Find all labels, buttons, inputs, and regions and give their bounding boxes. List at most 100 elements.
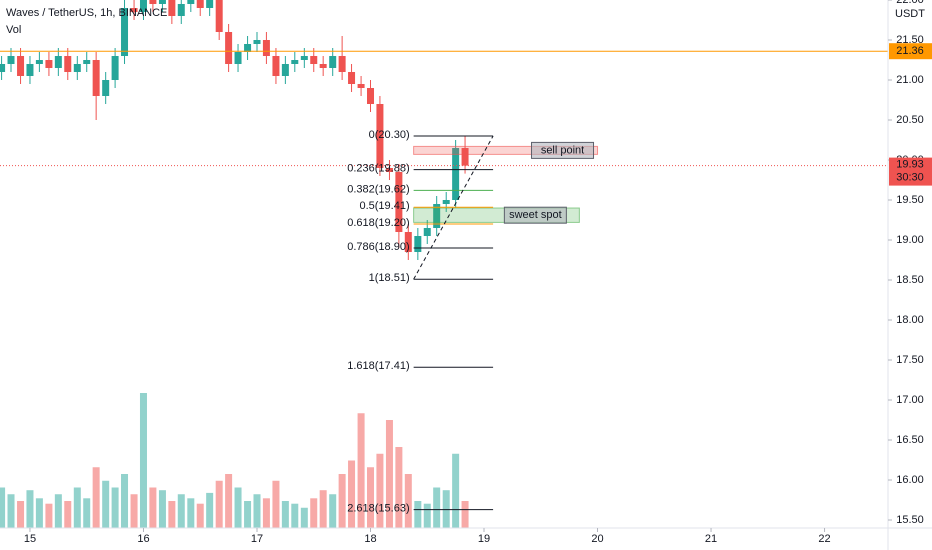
candle-body — [158, 0, 166, 4]
volume-bar — [262, 498, 270, 528]
horizontal-line-tag — [889, 43, 932, 60]
zone-label: sell point — [541, 144, 584, 156]
volume-bar — [17, 501, 25, 528]
volume-bar — [7, 494, 15, 528]
y-tick-label: 19.50 — [896, 194, 924, 206]
fib-label: 0.618(19.20) — [347, 217, 409, 229]
volume-bar — [54, 494, 62, 528]
volume-label: Vol — [6, 24, 21, 36]
candle-body — [92, 60, 100, 96]
y-tick-label: 17.50 — [896, 354, 924, 366]
candle-body — [139, 0, 147, 12]
fib-label: 1(18.51) — [369, 272, 410, 284]
volume-bar — [281, 501, 289, 528]
volume-bar — [291, 503, 299, 528]
candle-body — [64, 56, 72, 72]
candle-body — [130, 8, 138, 12]
y-tick-label: 15.50 — [896, 514, 924, 526]
volume-bar — [158, 490, 166, 528]
candle-body — [300, 56, 308, 60]
volume-bar — [215, 480, 223, 528]
candle-body — [319, 64, 327, 68]
zone — [413, 145, 599, 155]
fib-label: 2.618(15.63) — [347, 503, 409, 515]
zone-label-box — [503, 206, 567, 224]
candle-body — [253, 40, 261, 44]
horizontal-line-label: 21.36 — [896, 45, 924, 57]
fib-label: 0.382(19.62) — [347, 183, 409, 195]
price-tag — [889, 157, 932, 186]
volume-bar — [300, 507, 308, 528]
candle-body — [196, 0, 204, 8]
volume-bar — [0, 487, 6, 528]
fib-label: 0.5(19.41) — [359, 200, 409, 212]
candle-body — [376, 104, 384, 168]
x-tick-label: 15 — [24, 533, 36, 545]
candle-body — [206, 0, 214, 8]
x-tick-label: 17 — [251, 533, 263, 545]
fib-label: 0.236(19.88) — [347, 163, 409, 175]
y-tick-label: 18.50 — [896, 274, 924, 286]
chart-title: Waves / TetherUS, 1h, BINANCE — [6, 7, 167, 19]
volume-bar — [64, 501, 72, 528]
candle-body — [357, 84, 365, 88]
plot-area: sell point sweet spot 0(20.30) 0.236(19.88)… — [0, 0, 888, 528]
x-tick-label: 19 — [478, 533, 490, 545]
candle-body — [26, 64, 34, 76]
y-tick-label: 17.00 — [896, 394, 924, 406]
x-tick-label: 16 — [137, 533, 149, 545]
volume-bar — [26, 490, 34, 528]
y-tick-label: 22.00 — [896, 0, 924, 6]
candle-body — [291, 60, 299, 64]
candle-body — [281, 64, 289, 76]
y-tick-label: 19.00 — [896, 234, 924, 246]
candle-body — [102, 80, 110, 96]
candle-body — [272, 56, 280, 76]
volume-bar — [452, 453, 460, 528]
candle-body — [395, 172, 403, 232]
candle-body — [329, 56, 337, 68]
fib-label: 0.786(18.90) — [347, 241, 409, 253]
candle-body — [17, 56, 25, 76]
volume-bar — [102, 480, 110, 528]
fib-trend-line — [413, 135, 494, 280]
candle-body — [7, 56, 15, 64]
candle-body — [187, 0, 195, 4]
candle-body — [442, 200, 450, 204]
volume-bar — [348, 460, 356, 528]
zone-label: sweet spot — [509, 209, 562, 221]
price-label: 19.93 — [896, 159, 924, 171]
volume-bar — [92, 467, 100, 528]
candle-body — [367, 88, 375, 104]
volume-bar — [168, 501, 176, 528]
candle-body — [348, 72, 356, 84]
candle-body — [35, 60, 43, 64]
y-tick-label: 20.50 — [896, 114, 924, 126]
candle-body — [111, 56, 119, 80]
volume-bar — [111, 487, 119, 528]
candle-body — [149, 0, 157, 4]
candle-body — [73, 64, 81, 72]
volume-bar — [272, 480, 280, 528]
y-tick-label: 21.50 — [896, 34, 924, 46]
volume-bar — [433, 487, 441, 528]
volume-bar — [196, 503, 204, 528]
volume-bar — [177, 494, 185, 528]
volume-bar — [244, 501, 252, 528]
y-tick-label: 18.00 — [896, 314, 924, 326]
volume-bar — [376, 453, 384, 528]
candle-body — [385, 168, 393, 172]
candle-body — [461, 148, 469, 166]
volume-bar — [121, 474, 129, 528]
volume-bar — [404, 474, 412, 528]
y-tick-label: 21.00 — [896, 74, 924, 86]
volume-bar — [225, 474, 233, 528]
candle-body — [54, 56, 62, 68]
candle-body — [168, 0, 176, 16]
candle-body — [0, 64, 6, 72]
volume-bar — [461, 501, 469, 528]
x-tick-label: 20 — [591, 533, 603, 545]
volume-bar — [139, 393, 147, 528]
volume-bar — [357, 413, 365, 528]
candle-body — [83, 60, 91, 64]
